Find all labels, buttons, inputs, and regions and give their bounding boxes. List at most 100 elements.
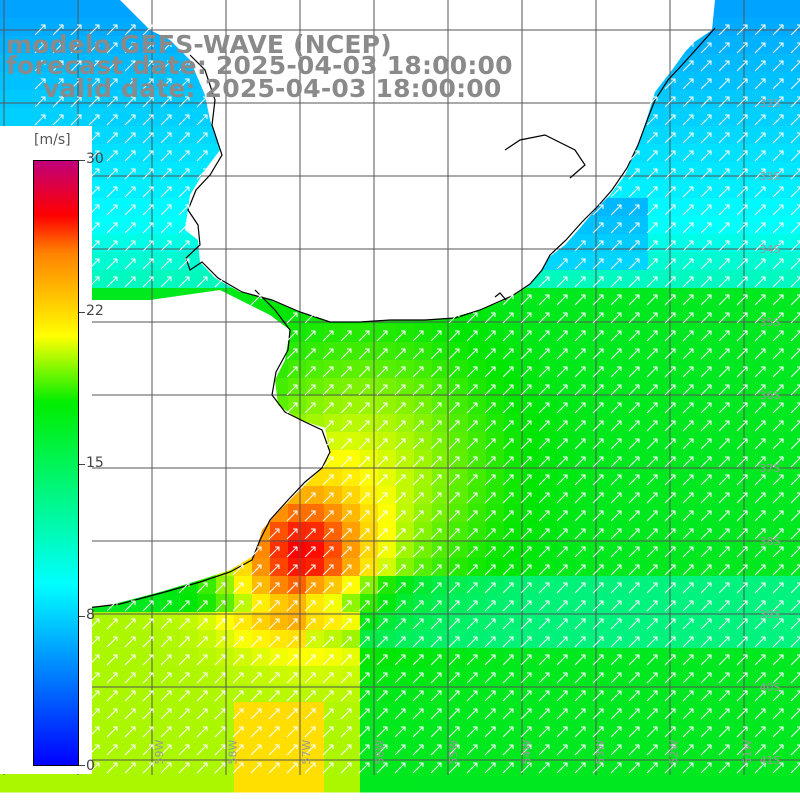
wind-cell	[792, 414, 800, 433]
wind-arrow	[772, 618, 784, 630]
wind-arrow	[718, 438, 730, 450]
wind-arrow	[628, 546, 640, 558]
wind-arrow	[394, 510, 406, 522]
wind-arrow	[376, 708, 388, 720]
wind-arrow	[142, 114, 154, 126]
wind-arrow	[754, 204, 766, 216]
wind-arrow	[700, 60, 712, 72]
wind-arrow	[718, 222, 730, 234]
wind-arrow	[700, 276, 712, 288]
wind-arrow	[646, 744, 658, 756]
wind-arrow	[214, 744, 226, 756]
lat-label-38s: 38S	[760, 535, 781, 548]
wind-arrow	[358, 726, 370, 738]
wind-arrow	[700, 420, 712, 432]
wind-arrow	[178, 618, 190, 630]
wind-arrow	[322, 726, 334, 738]
wind-arrow	[394, 492, 406, 504]
wind-arrow	[610, 528, 622, 540]
wind-arrow	[754, 744, 766, 756]
wind-arrow	[790, 402, 800, 414]
wind-arrow	[502, 348, 514, 360]
wind-arrow	[322, 402, 334, 414]
wind-arrow	[610, 276, 622, 288]
wind-arrow	[448, 492, 460, 504]
wind-arrow	[484, 744, 496, 756]
wind-cell	[792, 234, 800, 253]
wind-arrow	[700, 42, 712, 54]
wind-arrow	[646, 294, 658, 306]
wind-arrow	[646, 186, 658, 198]
wind-arrow	[664, 204, 676, 216]
wind-arrow	[304, 546, 316, 558]
wind-arrow	[736, 276, 748, 288]
wind-arrow	[160, 744, 172, 756]
wind-arrow	[322, 366, 334, 378]
wind-arrow	[142, 222, 154, 234]
wind-arrow	[304, 690, 316, 702]
wind-arrow	[448, 636, 460, 648]
wind-cell	[630, 774, 649, 793]
wind-arrow	[664, 474, 676, 486]
wind-arrow	[358, 618, 370, 630]
wind-arrow	[358, 474, 370, 486]
wind-arrow	[412, 402, 424, 414]
wind-arrow	[754, 114, 766, 126]
wind-arrow	[790, 366, 800, 378]
wind-arrow	[484, 330, 496, 342]
wind-arrow	[502, 528, 514, 540]
wind-arrow	[304, 582, 316, 594]
wind-arrow	[772, 348, 784, 360]
wind-arrow	[304, 708, 316, 720]
wind-arrow	[502, 456, 514, 468]
wind-arrow	[646, 762, 658, 774]
wind-arrow	[610, 564, 622, 576]
wind-cell	[594, 774, 613, 793]
wind-arrow	[142, 258, 154, 270]
wind-arrow	[664, 456, 676, 468]
wind-arrow	[340, 366, 352, 378]
wind-arrow	[682, 186, 694, 198]
wind-arrow	[430, 600, 442, 612]
wind-arrow	[520, 384, 532, 396]
wind-arrow	[574, 744, 586, 756]
wind-arrow	[736, 168, 748, 180]
wind-arrow	[358, 636, 370, 648]
wind-arrow	[394, 762, 406, 774]
wind-arrow	[88, 60, 100, 72]
wind-arrow	[448, 420, 460, 432]
wind-cell	[108, 0, 127, 19]
wind-arrow	[700, 672, 712, 684]
wind-arrow	[52, 24, 64, 36]
wind-arrow	[106, 258, 118, 270]
wind-arrow	[646, 132, 658, 144]
wind-arrow	[790, 348, 800, 360]
wind-arrow	[682, 492, 694, 504]
wind-arrow	[736, 114, 748, 126]
wind-arrow	[232, 726, 244, 738]
wind-arrow	[484, 708, 496, 720]
wind-arrow	[556, 474, 568, 486]
wind-cell	[792, 666, 800, 685]
wind-arrow	[700, 384, 712, 396]
wind-arrow	[466, 456, 478, 468]
wind-arrow	[250, 744, 262, 756]
wind-arrow	[664, 600, 676, 612]
wind-arrow	[430, 582, 442, 594]
wind-arrow	[520, 312, 532, 324]
wind-arrow	[682, 726, 694, 738]
wind-arrow	[736, 438, 748, 450]
wind-arrow	[214, 600, 226, 612]
wind-arrow	[124, 150, 136, 162]
wind-arrow	[592, 600, 604, 612]
wind-arrow	[466, 564, 478, 576]
wind-arrow	[700, 546, 712, 558]
wind-cell	[792, 270, 800, 289]
wind-cell	[792, 432, 800, 451]
wind-arrow	[772, 366, 784, 378]
wind-arrow	[718, 744, 730, 756]
wind-arrow	[700, 492, 712, 504]
wind-arrow	[484, 690, 496, 702]
wind-arrow	[574, 384, 586, 396]
wind-cell	[90, 774, 109, 793]
